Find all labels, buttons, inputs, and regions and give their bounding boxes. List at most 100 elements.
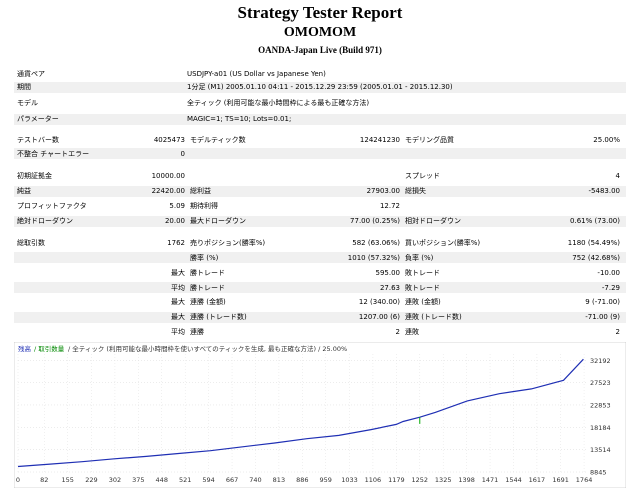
x-tick-label: 886: [296, 476, 308, 484]
rel-drawdown-value: 0.61% (73.00): [570, 217, 620, 225]
abs-drawdown-label: 絶対ドローダウン: [17, 217, 73, 225]
loss-rate-label: 負率 (%): [405, 254, 434, 262]
row-label: 連敗 (金額): [405, 298, 441, 306]
bars-value: 4025473: [153, 136, 185, 144]
gross-profit-value: 27903.00: [366, 187, 400, 195]
x-tick-label: 1179: [388, 476, 405, 484]
params-value: MAGIC=1; TS=10; Lots=0.01;: [187, 115, 292, 123]
row-prefix: 最大: [171, 313, 185, 321]
gross-loss-label: 総損失: [405, 187, 426, 195]
rel-drawdown-label: 相対ドローダウン: [405, 217, 461, 225]
mismatch-label: 不整合 チャートエラー: [17, 150, 90, 158]
total-trades-value: 1762: [167, 239, 185, 247]
x-tick-label: 155: [62, 476, 74, 484]
row-value: 1207.00 (6): [358, 313, 400, 321]
x-tick-label: 594: [202, 476, 214, 484]
x-tick-label: 813: [273, 476, 285, 484]
loss-rate-value: 752 (42.68%): [572, 254, 620, 262]
chart-legend-model: / 全ティック (利用可能な最小時間枠を使いすべてのティックを生成, 最も正確な…: [68, 344, 347, 353]
chart-frame: [14, 342, 626, 488]
row-value: 2: [615, 328, 620, 336]
short-positions-value: 582 (63.06%): [352, 239, 400, 247]
chart-legend-volume: / 取引数量: [34, 344, 65, 353]
x-tick-label: 1764: [576, 476, 593, 484]
x-tick-label: 1691: [552, 476, 569, 484]
y-tick-label: 22853: [590, 401, 611, 409]
y-tick-label: 32192: [590, 357, 611, 365]
row-value: -71.00 (9): [585, 313, 620, 321]
short-positions-label: 売りポジション(勝率%): [190, 239, 266, 247]
chart-legend-balance: 残高: [18, 344, 32, 353]
row-value: -7.29: [601, 284, 620, 292]
row-label: 連敗 (トレード数): [405, 313, 462, 321]
win-rate-value: 1010 (57.32%): [347, 254, 400, 262]
expected-payoff-value: 12.72: [379, 202, 400, 210]
row-label: 勝トレード: [190, 284, 225, 292]
row-label: 連勝 (金額): [190, 298, 226, 306]
row-stripe: [14, 252, 626, 263]
deposit-value: 10000.00: [151, 172, 185, 180]
row-label: 連勝: [190, 328, 204, 336]
balance-chart: 32192 27523 22853 18184 13514 8845 0 82 155 229 30…: [14, 342, 626, 488]
ticks-value: 124241230: [359, 136, 400, 144]
row-value: 27.63: [379, 284, 400, 292]
win-rate-label: 勝率 (%): [190, 254, 219, 262]
y-tick-label: 18184: [590, 424, 611, 432]
profit-factor-value: 5.09: [169, 202, 185, 210]
x-tick-label: 667: [226, 476, 238, 484]
spread-label: スプレッド: [405, 172, 440, 180]
row-prefix: 平均: [171, 284, 185, 292]
row-prefix: 最大: [171, 269, 185, 277]
x-tick-label: 1106: [365, 476, 382, 484]
bars-label: テストバー数: [17, 136, 59, 144]
balance-line: [17, 358, 584, 468]
row-stripe: [14, 82, 626, 93]
row-label: 連勝 (トレード数): [190, 313, 247, 321]
long-positions-label: 買いポジション(勝率%): [405, 239, 481, 247]
row-stripe: [14, 186, 626, 197]
row-stripe: [14, 148, 626, 159]
row-prefix: 最大: [171, 298, 185, 306]
row-value: 595.00: [375, 269, 401, 277]
gross-profit-label: 総利益: [190, 187, 211, 195]
x-tick-label: 0: [16, 476, 20, 484]
x-tick-label: 1617: [529, 476, 546, 484]
model-value: 全ティック (利用可能な最小時間枠による最も正確な方法): [187, 99, 370, 107]
total-trades-label: 総取引数: [17, 239, 45, 247]
max-drawdown-label: 最大ドローダウン: [190, 217, 246, 225]
x-tick-label: 302: [109, 476, 121, 484]
row-prefix: 平均: [171, 328, 185, 336]
x-tick-label: 1252: [411, 476, 428, 484]
max-drawdown-value: 77.00 (0.25%): [350, 217, 400, 225]
x-tick-label: 1544: [505, 476, 522, 484]
row-value: 12 (340.00): [358, 298, 400, 306]
row-value: 2: [395, 328, 400, 336]
report-title: Strategy Tester Report: [237, 3, 403, 22]
period-value: 1分足 (M1) 2005.01.10 04:11 - 2015.12.29 2…: [187, 83, 453, 91]
row-stripe: [14, 114, 626, 125]
spread-value: 4: [615, 172, 620, 180]
row-value: 9 (-71.00): [585, 298, 620, 306]
gross-loss-value: -5483.00: [588, 187, 620, 195]
chart-ticks: 32192 27523 22853 18184 13514 8845 0 82 155 229 30…: [16, 357, 611, 484]
net-profit-value: 22420.00: [151, 187, 185, 195]
x-tick-label: 448: [156, 476, 168, 484]
expected-payoff-label: 期待利得: [190, 202, 218, 210]
symbol-label: 通貨ペア: [17, 70, 45, 78]
row-stripe: [14, 216, 626, 227]
x-tick-label: 1471: [482, 476, 499, 484]
y-tick-label: 8845: [590, 469, 607, 477]
x-tick-label: 959: [320, 476, 332, 484]
period-label: 期間: [17, 83, 31, 91]
abs-drawdown-value: 20.00: [164, 217, 185, 225]
row-stripe: [14, 282, 626, 293]
row-value: -10.00: [597, 269, 620, 277]
x-tick-label: 82: [40, 476, 48, 484]
row-stripe: [14, 312, 626, 323]
x-tick-label: 740: [249, 476, 261, 484]
chart-series: [17, 358, 584, 468]
modeling-value: 25.00%: [593, 136, 620, 144]
y-tick-label: 27523: [590, 379, 611, 387]
x-tick-label: 229: [85, 476, 97, 484]
symbol-value: USDJPY-a01 (US Dollar vs Japanese Yen): [187, 70, 326, 78]
